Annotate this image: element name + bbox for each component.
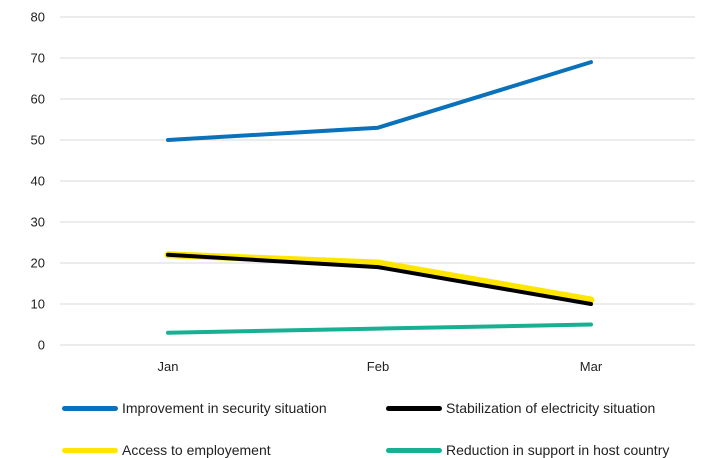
y-tick-label: 70: [31, 51, 45, 66]
y-axis-tick-labels: 0 10 20 30 40 50 60 70 80: [31, 10, 45, 353]
series-line-1: [166, 252, 593, 306]
y-tick-label: 20: [31, 256, 45, 271]
y-tick-label: 50: [31, 133, 45, 148]
legend: Improvement in security situation Stabil…: [0, 390, 705, 458]
legend-item-2: Access to employement: [62, 442, 271, 458]
legend-label-1: Stabilization of electricity situation: [446, 400, 656, 416]
legend-item-1: Stabilization of electricity situation: [386, 400, 655, 416]
series-line-0: [166, 60, 593, 142]
legend-label-3: Reduction in support in host country: [446, 442, 670, 458]
y-tick-label: 60: [31, 92, 45, 107]
y-tick-label: 30: [31, 215, 45, 230]
legend-swatch-1: [386, 405, 442, 411]
x-tick-label: Jan: [158, 359, 179, 374]
legend-item-3: Reduction in support in host country: [386, 442, 669, 458]
x-axis-tick-labels: Jan Feb Mar: [158, 359, 603, 374]
series-lines: [164, 60, 595, 335]
gridlines: [60, 16, 695, 346]
legend-label-0: Improvement in security situation: [122, 400, 327, 416]
y-tick-label: 40: [31, 174, 45, 189]
y-tick-label: 10: [31, 297, 45, 312]
legend-item-0: Improvement in security situation: [62, 400, 327, 416]
legend-swatch-2: [62, 447, 118, 453]
y-tick-label: 0: [38, 338, 45, 353]
y-tick-label: 80: [31, 10, 45, 25]
legend-label-2: Access to employement: [122, 442, 271, 458]
series-line-3: [166, 322, 593, 335]
x-tick-label: Feb: [367, 359, 389, 374]
legend-swatch-0: [62, 405, 118, 411]
legend-swatch-3: [386, 447, 442, 453]
x-tick-label: Mar: [580, 359, 603, 374]
line-chart: 0 10 20 30 40 50 60 70 80 Jan Feb Mar: [31, 10, 695, 374]
